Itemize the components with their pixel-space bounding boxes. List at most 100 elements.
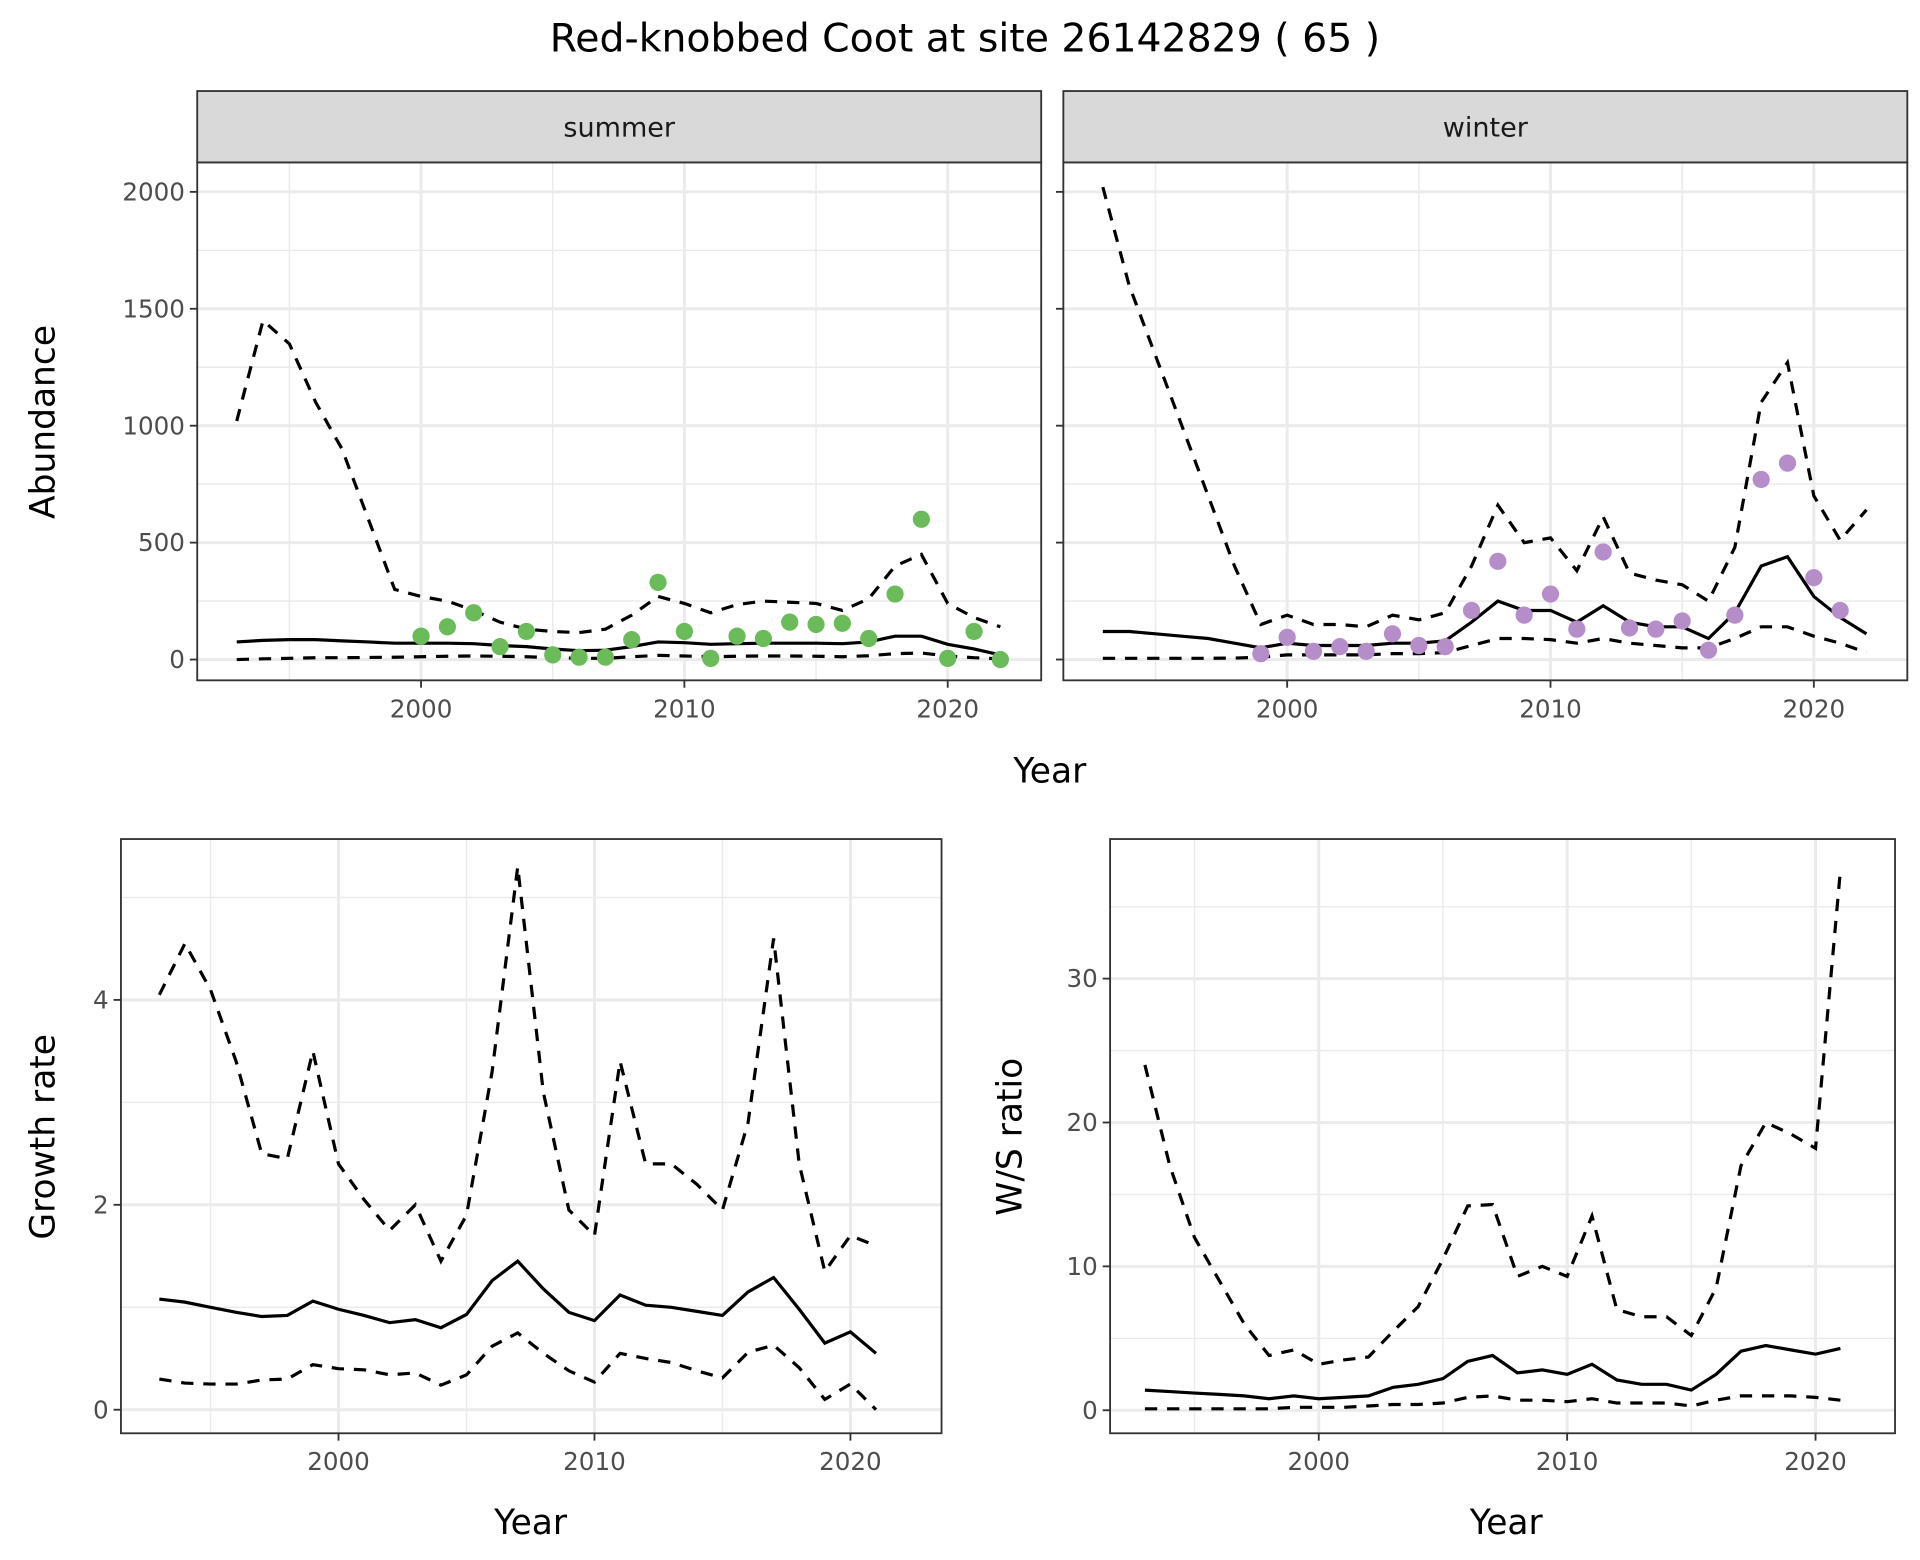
figure-title: Red-knobbed Coot at site 26142829 ( 65 ) (550, 16, 1380, 62)
data-point (702, 649, 720, 667)
data-point (491, 638, 509, 656)
y-tick-label: 0 (1082, 1396, 1098, 1425)
data-point (912, 510, 930, 528)
series-group (1143, 870, 1842, 1411)
y-tick-label: 1500 (122, 294, 185, 323)
data-point (1541, 585, 1560, 603)
data-point (1436, 638, 1454, 656)
summer-panel: summer 2000 2010 2020 0 500 1000 1500 2000 (122, 90, 1043, 723)
data-point (1462, 601, 1481, 620)
panel-border (120, 838, 943, 1435)
data-point (1778, 454, 1797, 472)
data-point (1331, 638, 1349, 656)
facet-strip-label: summer (563, 113, 676, 144)
x-tick-label: 2010 (653, 694, 716, 723)
y-tick-label: 0 (169, 645, 185, 674)
y-tick-label: 0 (93, 1395, 109, 1424)
data-point (1673, 612, 1691, 630)
x-tick-label: 2000 (307, 1447, 370, 1476)
estimate-line (1144, 1343, 1841, 1401)
data-point (649, 573, 667, 591)
estimate-line (159, 1259, 877, 1355)
data-point (465, 604, 483, 622)
data-point (1410, 636, 1428, 655)
data-point (939, 649, 957, 667)
data-point (1489, 552, 1507, 570)
data-point (886, 585, 904, 603)
panel-background (1110, 839, 1896, 1434)
data-point (860, 629, 878, 648)
winter-panel: winter 2000 2010 2020 (1055, 90, 1909, 723)
facet-strip (1062, 90, 1909, 164)
data-point (1699, 641, 1718, 659)
x-tick-label: 2000 (1287, 1447, 1350, 1476)
data-point (728, 627, 746, 645)
data-point (1831, 601, 1849, 620)
upper-bound-line (235, 317, 1001, 635)
growth-x-axis-title: Year (493, 1503, 568, 1543)
data-point (1383, 625, 1402, 643)
y-tick-label: 1000 (122, 411, 185, 440)
top-y-axis-title: Abundance (24, 325, 64, 519)
x-tick-label: 2010 (1536, 1447, 1599, 1476)
panel-background (120, 839, 942, 1434)
panel-background (197, 162, 1042, 681)
growth-panel: 2000 2010 2020 0 2 4 (93, 838, 943, 1476)
data-point (517, 622, 535, 641)
data-point (1726, 606, 1744, 624)
facet-strip-label: winter (1443, 113, 1529, 144)
x-tick-label: 2010 (563, 1447, 626, 1476)
x-tick-label: 2020 (1783, 694, 1846, 723)
panel-background (1063, 162, 1908, 681)
data-point (570, 648, 588, 666)
ratio-panel: 2000 2010 2020 0 10 20 30 (1066, 838, 1896, 1476)
data-point (1647, 620, 1665, 638)
top-x-axis-title: Year (1012, 751, 1087, 791)
data-point (544, 646, 562, 664)
lower-bound-line (236, 651, 1001, 662)
data-point (412, 627, 430, 645)
y-tick-label: 10 (1066, 1252, 1097, 1281)
x-tick-label: 2000 (390, 694, 453, 723)
data-point (623, 631, 641, 649)
series-group (1101, 186, 1868, 663)
y-tick-label: 500 (138, 528, 185, 557)
facet-strip (196, 90, 1043, 164)
data-point (833, 614, 851, 632)
estimate-line (1102, 554, 1868, 650)
y-tick-label: 20 (1066, 1108, 1097, 1137)
x-tick-label: 2020 (1784, 1447, 1847, 1476)
y-tick-label: 2000 (122, 177, 185, 206)
lower-bound-line (1144, 1394, 1841, 1411)
data-point (991, 650, 1009, 669)
upper-bound-line (157, 866, 877, 1276)
x-tick-label: 2020 (916, 694, 979, 723)
upper-bound-line (1101, 186, 1868, 629)
data-point (1304, 642, 1323, 660)
ratio-x-axis-title: Year (1469, 1503, 1544, 1543)
data-point (1278, 628, 1296, 646)
data-point (965, 622, 983, 641)
y-tick-label: 30 (1066, 964, 1097, 993)
lower-bound-line (159, 1330, 878, 1411)
series-group (235, 317, 1009, 669)
upper-bound-line (1143, 870, 1842, 1366)
data-point (596, 648, 614, 666)
series-group (157, 866, 878, 1411)
data-point (675, 622, 693, 641)
data-point (1752, 470, 1770, 489)
data-point (1594, 543, 1612, 561)
growth-y-axis-title: Growth rate (24, 1034, 64, 1240)
data-point (438, 618, 457, 636)
lower-bound-line (1102, 625, 1868, 660)
data-point (754, 629, 772, 648)
x-tick-label: 2010 (1519, 694, 1582, 723)
y-tick-label: 4 (93, 986, 109, 1015)
data-point (1620, 619, 1639, 637)
x-tick-label: 2020 (819, 1447, 882, 1476)
x-tick-label: 2000 (1256, 694, 1319, 723)
data-point (1357, 642, 1375, 660)
panel-border (1109, 838, 1896, 1435)
data-point (781, 613, 799, 631)
